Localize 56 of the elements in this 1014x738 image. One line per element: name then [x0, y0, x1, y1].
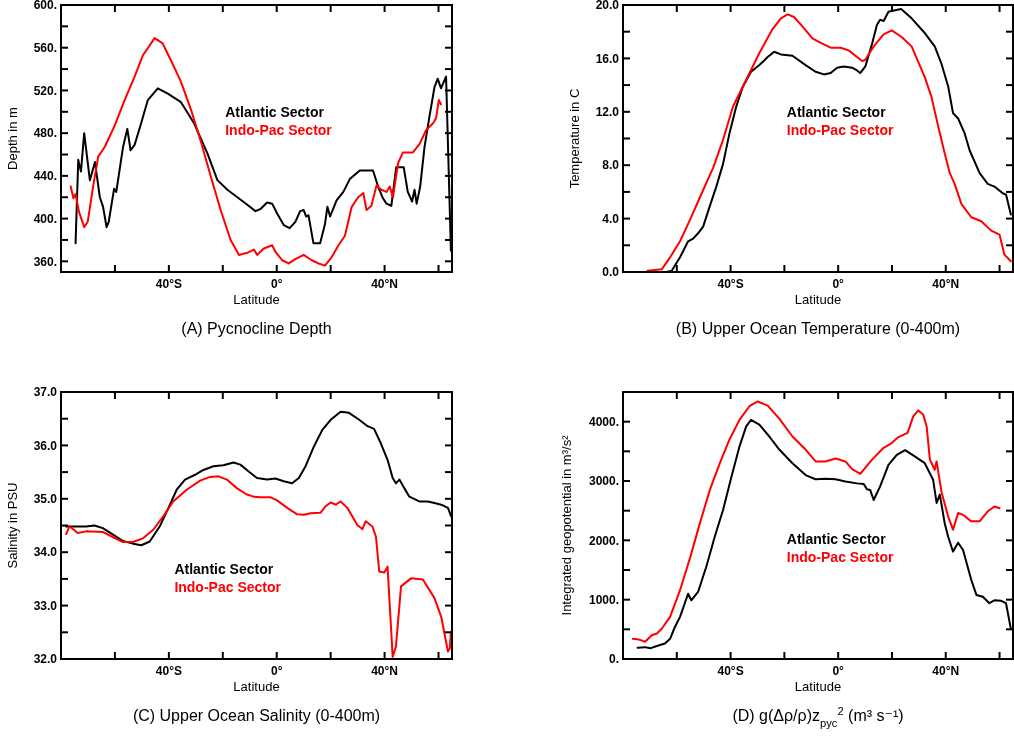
y-tick-label: 37.0	[33, 385, 58, 400]
x-tick-label: 40°N	[371, 664, 398, 678]
y-tick-label: 20.0	[595, 0, 620, 13]
x-tick-label: 40°S	[717, 277, 744, 291]
y-tick-label: 33.0	[33, 598, 58, 613]
y-tick-label: 16.0	[595, 51, 620, 66]
y-tick-label: 4.0	[602, 211, 620, 226]
y-tick-label: 36.0	[33, 438, 58, 453]
x-tick-label: 0°	[832, 277, 845, 291]
x-tick-label: 0°	[270, 277, 283, 291]
x-axis-title: Latitude	[794, 292, 842, 307]
y-tick-label: 0.0	[602, 265, 620, 280]
x-tick-label: 40°N	[932, 664, 960, 678]
y-tick-label: 360.	[33, 254, 57, 269]
text: Atlantic Sector	[174, 560, 274, 577]
y-tick-label: 34.0	[33, 545, 58, 560]
y-tick-label: 3000.	[588, 474, 619, 489]
y-tick-label: 400.	[33, 211, 57, 226]
y-tick-label: 35.0	[33, 492, 58, 506]
x-tick-label: 0°	[270, 664, 283, 678]
text: (A) Pycnocline Depth	[181, 320, 332, 337]
x-tick-label: 0°	[832, 664, 845, 678]
x-axis-title: Latitude	[794, 679, 842, 694]
x-tick-label: 40°S	[717, 664, 744, 678]
y-axis-title: Integrated geopotential in m³/s²	[559, 434, 574, 616]
text: (B) Upper Ocean Temperature (0-400m)	[675, 320, 961, 337]
y-tick-label: 560.	[33, 40, 57, 55]
y-tick-label: 4000.	[588, 414, 619, 429]
x-tick-label: 40°S	[155, 277, 182, 291]
x-tick-label: 40°S	[155, 664, 182, 678]
x-tick-label: 40°N	[371, 277, 398, 291]
text: Indo-Pac Sector	[786, 549, 894, 566]
y-axis-title: Salinity in PSU	[5, 482, 20, 569]
y-tick-label: 2000.	[588, 533, 619, 548]
x-axis-title: Latitude	[233, 292, 280, 307]
y-tick-label: 520.	[33, 83, 57, 98]
y-tick-label: 8.0	[602, 158, 620, 173]
y-axis-title: Temperature in C	[567, 88, 582, 189]
series-label: Indo-Pac Sector	[225, 122, 333, 139]
x-axis-title: Latitude	[233, 679, 280, 694]
y-tick-label: 440.	[33, 169, 57, 184]
y-tick-label: 1000.	[588, 592, 619, 607]
y-tick-label: 600.	[33, 0, 57, 13]
text: Indo-Pac Sector	[786, 122, 894, 139]
y-tick-label: 12.0	[595, 105, 620, 119]
text: Indo-Pac Sector	[174, 578, 282, 595]
text: (C) Upper Ocean Salinity (0-400m)	[132, 707, 381, 724]
text: Atlantic Sector	[786, 531, 887, 548]
x-tick-label: 40°N	[932, 277, 960, 291]
y-tick-label: 32.0	[33, 652, 58, 667]
text: (D) g(Δρ/ρ)z$_{pyc}$$^{2}$ (m³ s⁻¹)	[732, 705, 904, 729]
text: Atlantic Sector	[786, 104, 887, 121]
y-tick-label: 0.	[608, 652, 619, 667]
y-axis-title: Depth in m	[5, 107, 20, 170]
y-tick-label: 480.	[33, 126, 57, 141]
text: Atlantic Sector	[225, 104, 325, 121]
